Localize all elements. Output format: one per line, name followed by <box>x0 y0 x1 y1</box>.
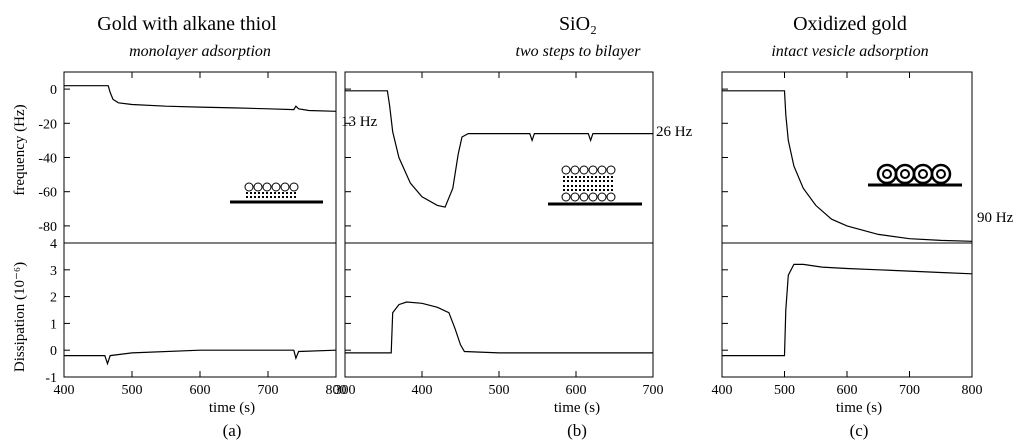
x-tick-label-c: 500 <box>774 383 795 398</box>
frame-freq-b <box>344 71 654 244</box>
x-tick-label-c: 800 <box>962 383 983 398</box>
x-tick-label-c: 400 <box>712 383 733 398</box>
vesicle-schematic <box>868 163 962 187</box>
diss-y-tick-label: 0 <box>50 344 57 359</box>
dissipation-axis-label: Dissipation (10⁻⁶) <box>12 262 28 372</box>
diss-y-tick-label: 4 <box>50 237 57 252</box>
xlabel-b: time (s) <box>554 400 600 416</box>
x-tick-label-a: 700 <box>258 383 279 398</box>
frequency-line-c <box>722 90 973 242</box>
diss-y-tick-label: -1 <box>45 371 57 386</box>
diss-y-tick-label: 3 <box>50 264 57 279</box>
xlabel-a: time (s) <box>209 400 255 416</box>
annotation-26hz: 26 Hz <box>656 124 693 140</box>
frequency-axis-label: frequency (Hz) <box>12 104 28 195</box>
chart-marks: 400 500 600 700 800 0 -20 -40 -60 -80 -1 0 1 2 3 4 300 40… <box>38 72 983 398</box>
subtitle-c: intact vesicle adsorption <box>771 43 928 60</box>
frame-diss-b <box>344 242 654 378</box>
subtitle-b: two steps to bilayer <box>516 43 642 60</box>
x-tick-label-b: 400 <box>412 383 433 398</box>
diss-y-tick-label: 1 <box>50 317 57 332</box>
freq-y-tick-label: -60 <box>38 186 57 201</box>
x-tick-label-a: 500 <box>122 383 143 398</box>
monolayer-schematic <box>230 182 323 204</box>
xlabel-c: time (s) <box>836 400 882 416</box>
x-tick-label-c: 700 <box>899 383 920 398</box>
x-tick-label-b: 700 <box>643 383 664 398</box>
title-b: SiO₂ <box>559 13 597 35</box>
frequency-line-b <box>345 90 653 208</box>
x-tick-label-a: 800 <box>326 383 347 398</box>
x-tick-label-b: 600 <box>566 383 587 398</box>
frame-freq-c <box>721 71 973 244</box>
subtitle-a: monolayer adsorption <box>129 43 271 60</box>
diss-y-tick-label: 2 <box>50 291 57 306</box>
title-a: Gold with alkane thiol <box>97 13 277 35</box>
x-tick-label-a: 600 <box>190 383 211 398</box>
panel-label-a: (a) <box>223 421 242 440</box>
dissipation-line-c <box>722 263 973 357</box>
freq-y-tick-label: -80 <box>38 220 57 235</box>
annotation-90hz: 90 Hz <box>977 210 1014 226</box>
freq-y-tick-label: -40 <box>38 152 57 167</box>
panel-label-c: (c) <box>850 421 869 440</box>
dissipation-line-b <box>345 301 653 354</box>
freq-y-tick-label: 0 <box>50 83 57 98</box>
x-tick-label-b: 300 <box>335 383 356 398</box>
annotation-13hz: 13 Hz <box>341 114 378 130</box>
frequency-line-a <box>64 85 337 112</box>
frame-freq-a <box>63 71 337 244</box>
x-tick-label-c: 600 <box>837 383 858 398</box>
x-tick-label-a: 400 <box>54 383 75 398</box>
dissipation-line-a <box>64 349 337 366</box>
x-tick-label-b: 500 <box>489 383 510 398</box>
freq-y-tick-label: -20 <box>38 117 57 132</box>
bilayer-schematic <box>548 165 642 206</box>
title-c: Oxidized gold <box>793 13 907 35</box>
frame-diss-c <box>721 242 973 378</box>
panel-label-b: (b) <box>567 421 587 440</box>
